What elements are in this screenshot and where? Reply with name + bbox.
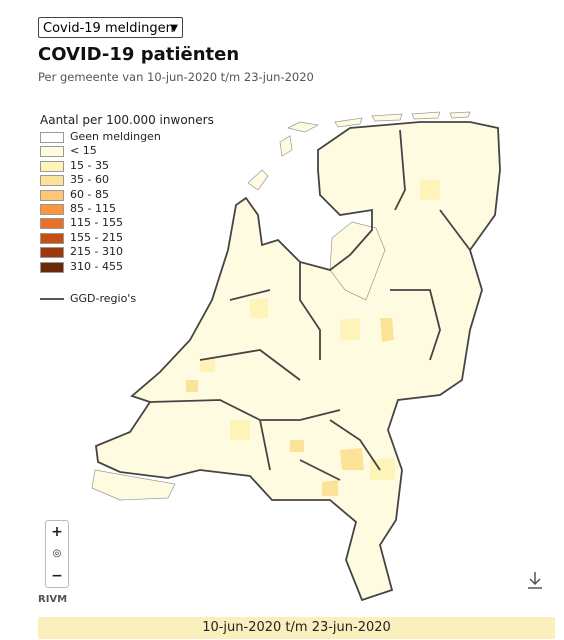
ggd-boundaries	[95, 121, 501, 602]
legend-title: Aantal per 100.000 inwoners	[40, 113, 214, 127]
islands	[247, 111, 471, 191]
legend-swatch	[40, 204, 64, 215]
download-icon[interactable]	[528, 572, 542, 589]
subtitle: Per gemeente van 10-jun-2020 t/m 23-jun-…	[38, 70, 314, 84]
zoom-in[interactable]: +	[51, 524, 63, 540]
legend-swatch	[40, 175, 64, 187]
legend-label: Geen meldingen	[70, 130, 161, 143]
legend-label: 60 - 85	[70, 187, 109, 201]
zoom-out[interactable]: −	[51, 568, 63, 584]
dropdown-text: Covid-19 meldingen	[43, 21, 174, 36]
zoom-reset[interactable]: ◎	[52, 548, 62, 559]
legend-swatch	[40, 261, 64, 273]
period-bar: 10-jun-2020 t/m 23-jun-2020	[38, 617, 555, 639]
zoom-control: + ◎ −	[45, 520, 69, 588]
legend-swatch	[40, 189, 64, 201]
legend-label: 35 - 60	[70, 173, 109, 187]
area-35-60	[186, 318, 394, 496]
zeeland-island	[91, 469, 176, 501]
dropdown-arrow: ▼	[170, 23, 178, 34]
legend-region-line: GGD-regio's	[40, 292, 136, 305]
legend-label: 310 - 455	[70, 259, 123, 273]
title: COVID-19 patiënten	[38, 44, 240, 65]
line-swatch	[40, 298, 64, 300]
legend-label: < 15	[70, 144, 97, 158]
legend-label: 15 - 35	[70, 158, 109, 172]
legend-label: 85 - 115	[70, 202, 116, 215]
legend-swatch	[40, 146, 64, 158]
legend-swatch	[40, 132, 64, 143]
legend-label: 215 - 310	[70, 245, 123, 259]
dropdown[interactable]: Covid-19 meldingen ▼	[38, 17, 183, 38]
legend-swatch	[40, 232, 64, 244]
legend-label: GGD-regio's	[70, 292, 137, 305]
legend-swatch	[40, 247, 64, 259]
download-glyph	[528, 572, 542, 589]
legend-label: 115 - 155	[70, 216, 123, 230]
legend-swatch	[40, 218, 64, 230]
legend-label: 155 - 215	[70, 230, 123, 244]
legend-swatch	[40, 160, 64, 172]
flevoland	[329, 221, 386, 301]
credit: RIVM	[38, 594, 68, 605]
